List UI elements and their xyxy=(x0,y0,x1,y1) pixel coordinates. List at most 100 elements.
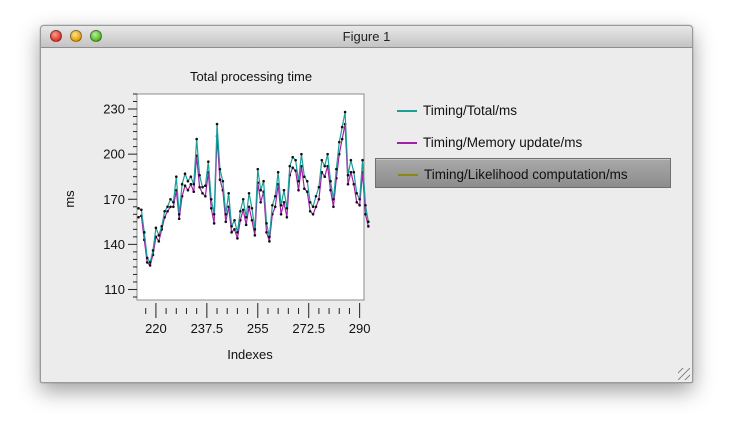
data-point xyxy=(244,223,248,227)
data-point xyxy=(151,249,155,252)
data-point xyxy=(230,225,233,228)
data-point xyxy=(273,194,277,198)
data-point xyxy=(329,179,332,183)
data-point xyxy=(317,197,321,201)
data-point xyxy=(169,197,172,201)
minimize-window-icon[interactable] xyxy=(70,30,82,42)
series-layer xyxy=(137,110,370,267)
data-point xyxy=(166,205,169,209)
data-point xyxy=(253,228,257,231)
y-axis-label: ms xyxy=(62,190,77,208)
data-point xyxy=(297,179,300,183)
data-point xyxy=(273,205,277,209)
data-point xyxy=(337,140,341,144)
y-tick-label: 230 xyxy=(103,102,125,117)
data-point xyxy=(271,203,274,207)
data-point xyxy=(198,173,201,177)
series-line-0 xyxy=(138,111,369,264)
data-point xyxy=(174,175,178,179)
data-point xyxy=(265,222,268,225)
x-tick-label: 255 xyxy=(247,321,269,336)
x-axis: 220 237.5 255 272.5 290 xyxy=(145,303,370,336)
data-point xyxy=(300,152,303,156)
data-point xyxy=(346,182,350,186)
data-point xyxy=(172,200,175,204)
data-point xyxy=(180,182,184,186)
data-point xyxy=(236,237,239,240)
data-point xyxy=(259,188,262,192)
data-point xyxy=(358,203,361,207)
data-point xyxy=(177,212,181,216)
y-tick-label: 200 xyxy=(103,147,125,162)
chart: Total processing time 110 140 170 200 230 22… xyxy=(62,69,370,362)
data-point xyxy=(329,188,332,192)
data-point xyxy=(256,167,260,171)
zoom-window-icon[interactable] xyxy=(90,30,102,42)
data-point xyxy=(241,197,245,201)
data-point xyxy=(192,190,196,194)
data-point xyxy=(183,184,187,188)
x-tick-label: 272.5 xyxy=(292,321,325,336)
legend-item-total[interactable]: Timing/Total/ms xyxy=(375,96,671,126)
data-point xyxy=(320,158,324,162)
series-line-1 xyxy=(138,123,369,267)
data-point xyxy=(192,182,196,186)
data-point xyxy=(198,185,201,189)
close-window-icon[interactable] xyxy=(50,30,62,42)
data-point xyxy=(163,209,166,213)
data-point xyxy=(233,219,236,222)
data-point xyxy=(137,215,140,219)
data-point xyxy=(259,200,262,204)
resize-grip-icon[interactable] xyxy=(678,368,690,380)
data-point xyxy=(186,188,190,192)
data-point xyxy=(244,215,248,219)
data-point xyxy=(308,209,312,213)
data-point xyxy=(343,110,347,114)
data-point xyxy=(305,179,309,183)
data-point xyxy=(247,205,251,209)
data-point xyxy=(355,191,359,195)
y-tick-label: 110 xyxy=(104,282,125,297)
data-point xyxy=(183,172,187,175)
plot-area[interactable] xyxy=(136,93,365,301)
data-point xyxy=(262,179,265,183)
data-point xyxy=(201,185,204,189)
data-point xyxy=(314,194,318,198)
legend-item-memory-update[interactable]: Timing/Memory update/ms xyxy=(375,128,671,158)
data-point xyxy=(186,179,190,183)
data-point xyxy=(218,178,222,182)
data-point xyxy=(303,175,306,179)
data-point xyxy=(250,206,254,210)
legend-item-likelihood-computation[interactable]: Timing/Likelihood computation/ms xyxy=(375,158,671,188)
x-tick-label: 220 xyxy=(145,321,167,336)
data-point xyxy=(250,219,254,222)
data-point xyxy=(189,182,193,186)
y-tick-label: 170 xyxy=(103,192,125,207)
data-point xyxy=(346,173,350,177)
data-point xyxy=(361,158,364,162)
data-point xyxy=(241,208,245,212)
data-point xyxy=(265,231,268,234)
title-bar[interactable]: Figure 1 xyxy=(41,26,692,48)
data-point xyxy=(209,206,213,210)
data-point xyxy=(177,217,181,221)
chart-title: Total processing time xyxy=(190,69,312,84)
data-point xyxy=(204,194,207,198)
data-point xyxy=(233,228,236,231)
data-point xyxy=(285,215,289,219)
data-point xyxy=(367,225,370,228)
data-point xyxy=(323,164,327,168)
data-point xyxy=(268,235,271,239)
data-point xyxy=(160,225,164,228)
data-point xyxy=(204,184,207,188)
data-point xyxy=(195,137,198,141)
data-point xyxy=(253,234,257,237)
data-point xyxy=(358,197,361,201)
data-point xyxy=(224,220,228,224)
legend-label-likelihood-computation: Timing/Likelihood computation/ms xyxy=(424,167,628,182)
data-point xyxy=(335,167,338,171)
data-point xyxy=(157,240,161,243)
data-point xyxy=(317,185,321,189)
data-point xyxy=(189,175,193,179)
data-point xyxy=(367,220,370,224)
